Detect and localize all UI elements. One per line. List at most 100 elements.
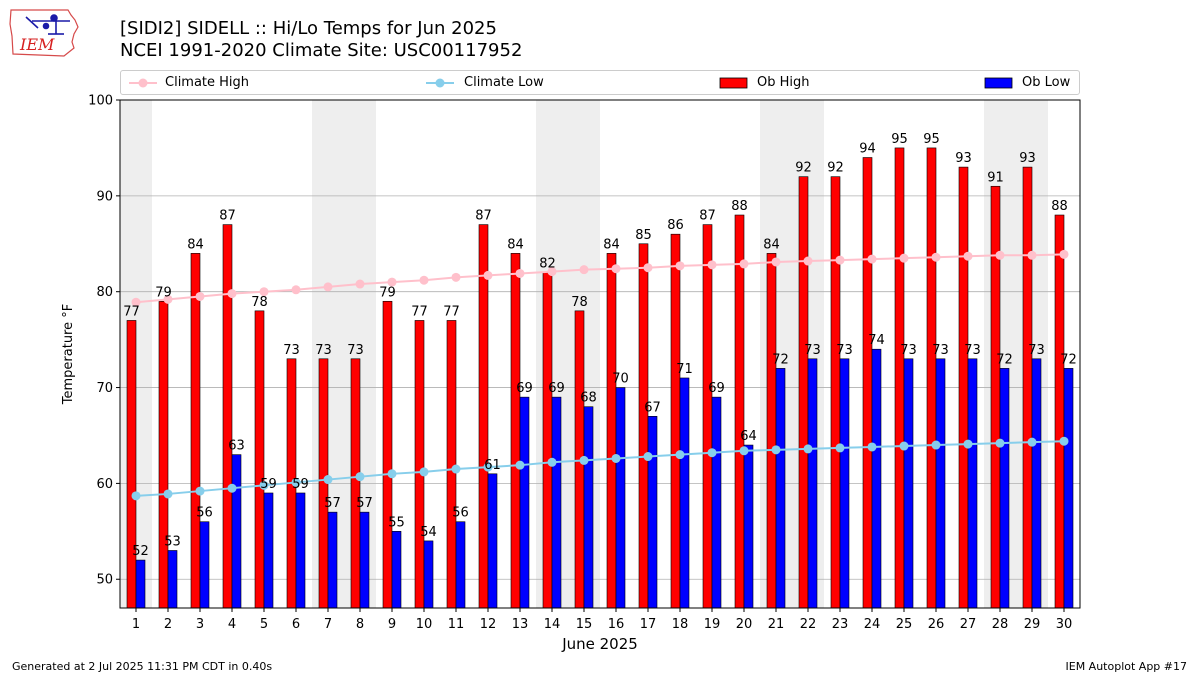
label-ob-low-28: 72 <box>996 352 1013 367</box>
bar-ob-high-30 <box>1054 214 1065 609</box>
bar-ob-low-30 <box>1063 368 1074 609</box>
label-ob-low-12: 61 <box>484 458 501 473</box>
bar-ob-high-25 <box>894 147 905 609</box>
y-tick-label-80: 80 <box>96 285 113 300</box>
climate-low-point-13 <box>515 460 525 470</box>
label-ob-high-1: 77 <box>123 304 140 319</box>
legend-swatch-ob-low <box>984 77 1013 88</box>
label-ob-high-19: 87 <box>699 209 716 224</box>
bar-ob-low-10 <box>423 540 434 609</box>
y-tick-label-90: 90 <box>96 189 113 204</box>
climate-low-point-17 <box>643 452 653 462</box>
x-tick-label-4: 4 <box>228 617 236 632</box>
climate-high-point-24 <box>867 254 877 264</box>
label-ob-high-17: 85 <box>635 228 652 243</box>
climate-high-point-18 <box>675 261 685 271</box>
bar-ob-high-18 <box>670 233 681 609</box>
climate-high-line <box>135 253 1065 304</box>
x-tick-label-29: 29 <box>1024 617 1041 632</box>
climate-low-point-19 <box>707 448 717 458</box>
x-tick-label-8: 8 <box>356 617 364 632</box>
bar-ob-high-10 <box>414 320 425 609</box>
label-ob-low-11: 56 <box>452 506 469 521</box>
climate-low-point-2 <box>163 489 173 499</box>
label-ob-high-16: 84 <box>603 237 620 252</box>
x-tick-label-26: 26 <box>928 617 945 632</box>
climate-high-point-17 <box>643 263 653 273</box>
legend-label-climate-low: Climate Low <box>464 75 544 90</box>
label-ob-high-9: 79 <box>379 285 396 300</box>
label-ob-low-29: 73 <box>1028 343 1045 358</box>
bar-ob-high-13 <box>510 253 521 609</box>
climate-high-point-6 <box>291 285 301 295</box>
x-tick-label-28: 28 <box>992 617 1009 632</box>
legend-item-ob-high: Ob High <box>719 71 810 94</box>
x-tick-label-30: 30 <box>1056 617 1073 632</box>
bar-ob-low-18 <box>679 377 690 609</box>
x-tick-label-9: 9 <box>388 617 396 632</box>
bar-ob-high-24 <box>862 157 873 609</box>
label-ob-high-4: 87 <box>219 209 236 224</box>
climate-high-point-16 <box>611 264 621 274</box>
bar-ob-high-2 <box>158 300 169 609</box>
bar-ob-high-4 <box>222 224 233 609</box>
climate-low-point-29 <box>1027 437 1037 447</box>
climate-low-point-20 <box>739 446 749 456</box>
climate-high-point-28 <box>995 250 1005 260</box>
x-tick-label-2: 2 <box>164 617 172 632</box>
x-tick-label-17: 17 <box>640 617 657 632</box>
label-ob-low-26: 73 <box>932 343 949 358</box>
label-ob-low-8: 57 <box>356 496 373 511</box>
climate-high-point-2 <box>163 294 173 304</box>
label-ob-high-26: 95 <box>923 132 940 147</box>
bar-ob-low-20 <box>743 444 754 609</box>
x-tick-label-19: 19 <box>704 617 721 632</box>
bar-ob-high-5 <box>254 310 265 609</box>
climate-low-point-18 <box>675 450 685 460</box>
bar-ob-low-27 <box>967 358 978 609</box>
bar-ob-low-15 <box>583 406 594 609</box>
label-ob-high-13: 84 <box>507 237 524 252</box>
legend-item-climate-high: Climate High <box>127 71 249 94</box>
climate-low-point-22 <box>803 444 813 454</box>
label-ob-high-3: 84 <box>187 237 204 252</box>
x-tick-label-11: 11 <box>448 617 465 632</box>
bar-ob-high-19 <box>702 224 713 609</box>
legend-item-climate-low: Climate Low <box>424 71 544 94</box>
x-tick-label-18: 18 <box>672 617 689 632</box>
label-ob-low-19: 69 <box>708 381 725 396</box>
x-tick-label-15: 15 <box>576 617 593 632</box>
climate-high-point-29 <box>1027 250 1037 260</box>
label-ob-high-29: 93 <box>1019 151 1036 166</box>
climate-low-line <box>135 440 1065 497</box>
plot-frame <box>119 99 1081 609</box>
label-ob-high-21: 84 <box>763 237 780 252</box>
bar-ob-high-20 <box>734 214 745 609</box>
climate-low-point-11 <box>451 464 461 474</box>
logo-text: IEM <box>19 35 55 54</box>
climate-low-point-15 <box>579 455 589 465</box>
bar-ob-low-23 <box>839 358 850 609</box>
bar-ob-high-29 <box>1022 166 1033 609</box>
label-ob-high-27: 93 <box>955 151 972 166</box>
chart-legend: Climate High Climate Low Ob High Ob Low <box>120 70 1080 95</box>
climate-low-point-30 <box>1059 436 1069 446</box>
bar-ob-low-5 <box>263 492 274 609</box>
label-ob-high-5: 78 <box>251 295 268 310</box>
climate-high-point-23 <box>835 255 845 265</box>
bar-ob-high-28 <box>990 185 1001 609</box>
bar-ob-high-1 <box>126 320 137 609</box>
label-ob-low-24: 74 <box>868 333 885 348</box>
bar-ob-low-6 <box>295 492 306 609</box>
x-tick-label-24: 24 <box>864 617 881 632</box>
label-ob-low-1: 52 <box>132 544 149 559</box>
label-ob-low-9: 55 <box>388 515 405 530</box>
bar-ob-low-7 <box>327 511 338 609</box>
generated-timestamp: Generated at 2 Jul 2025 11:31 PM CDT in … <box>12 660 273 673</box>
label-ob-high-10: 77 <box>411 304 428 319</box>
y-tick-label-50: 50 <box>96 573 113 588</box>
bar-ob-low-1 <box>135 559 146 609</box>
x-tick-label-10: 10 <box>416 617 433 632</box>
bar-ob-high-26 <box>926 147 937 609</box>
bar-ob-low-19 <box>711 396 722 609</box>
